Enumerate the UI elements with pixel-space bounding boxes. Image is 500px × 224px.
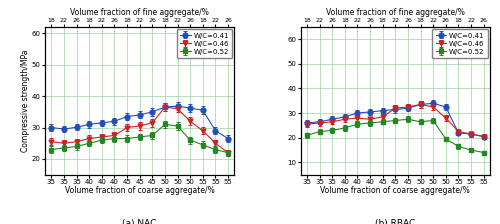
Legend: W/C=0.41, W/C=0.46, W/C=0.52: W/C=0.41, W/C=0.46, W/C=0.52 [432,29,488,58]
Title: (a) NAC: (a) NAC [122,219,157,224]
Title: (b) RBAC: (b) RBAC [375,219,416,224]
Legend: W/C=0.41, W/C=0.46, W/C=0.52: W/C=0.41, W/C=0.46, W/C=0.52 [176,29,233,58]
X-axis label: Volume fraction of coarse aggregate/%: Volume fraction of coarse aggregate/% [65,186,214,195]
X-axis label: Volume fraction of coarse aggregate/%: Volume fraction of coarse aggregate/% [320,186,470,195]
Y-axis label: Compressive strength/MPa: Compressive strength/MPa [22,50,30,152]
X-axis label: Volume fraction of fine aggregate/%: Volume fraction of fine aggregate/% [326,8,465,17]
X-axis label: Volume fraction of fine aggregate/%: Volume fraction of fine aggregate/% [70,8,209,17]
